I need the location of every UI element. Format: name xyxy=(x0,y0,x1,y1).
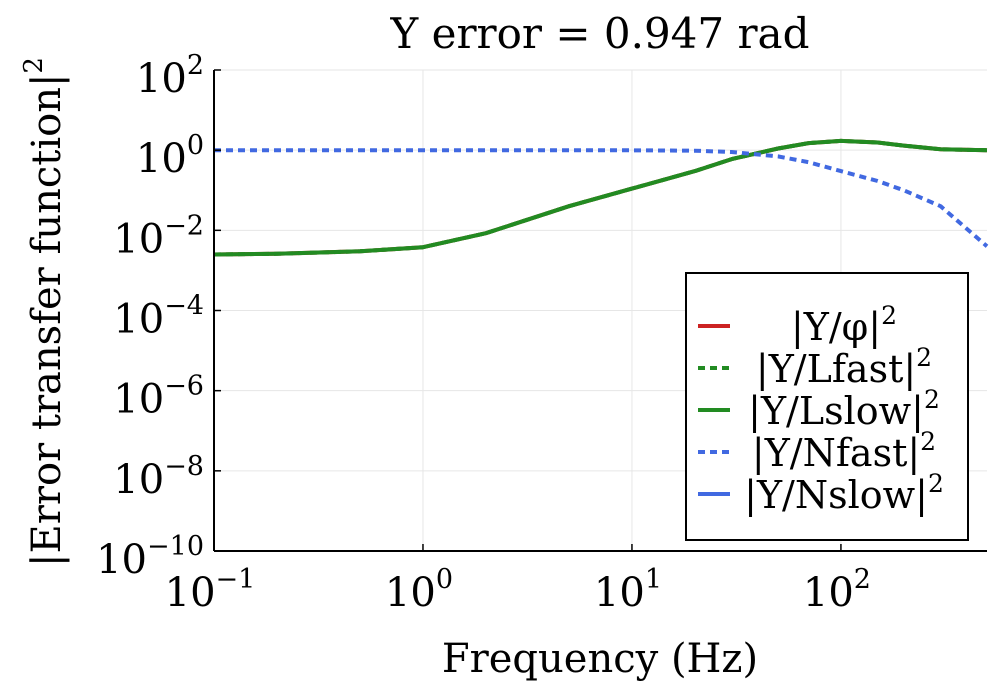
y-tick-label: 100 xyxy=(136,130,204,182)
legend-box xyxy=(685,272,969,541)
x-tick-label: 102 xyxy=(803,564,871,616)
legend: |Y/φ|2|Y/Lfast|2|Y/Lslow|2|Y/Nfast|2|Y/N… xyxy=(685,272,969,541)
y-axis-label-text: |Error transfer function| xyxy=(24,74,70,567)
svg-text:|Error transfer function|2: |Error transfer function|2 xyxy=(19,57,70,567)
x-axis-label: Frequency (Hz) xyxy=(442,636,758,682)
x-tick-label: 100 xyxy=(385,564,453,616)
plot-lines xyxy=(213,138,989,257)
x-tick-label: 10−1 xyxy=(165,564,256,616)
x-tick-label: 101 xyxy=(594,564,662,616)
y-axis-label: |Error transfer function|2 xyxy=(19,57,70,567)
y-axis-label-exponent: 2 xyxy=(19,57,49,74)
y-tick-label: 10−8 xyxy=(113,451,204,503)
y-tick-label: 102 xyxy=(136,50,204,102)
y-tick-label: 10−6 xyxy=(113,371,204,423)
legend-entry-label: |Y/Nfast|2 xyxy=(752,427,936,475)
legend-entry-label: |Y/Nslow|2 xyxy=(744,469,944,517)
legend-entry-label: |Y/Lfast|2 xyxy=(756,343,932,391)
y-tick-label: 10−4 xyxy=(113,291,204,343)
chart-title: Y error = 0.947 rad xyxy=(390,9,810,58)
series-line xyxy=(213,138,988,257)
legend-entry-label: |Y/Lslow|2 xyxy=(748,385,940,433)
y-tick-label: 10−10 xyxy=(96,531,204,583)
tick-labels: 10−1 100 101 102 102 100 10−2 10−4 10−6 10−8 10−10 xyxy=(96,50,871,616)
y-tick-label: 10−2 xyxy=(113,210,204,262)
legend-entry-label: |Y/φ|2 xyxy=(791,301,897,349)
axes-frame xyxy=(213,69,987,552)
